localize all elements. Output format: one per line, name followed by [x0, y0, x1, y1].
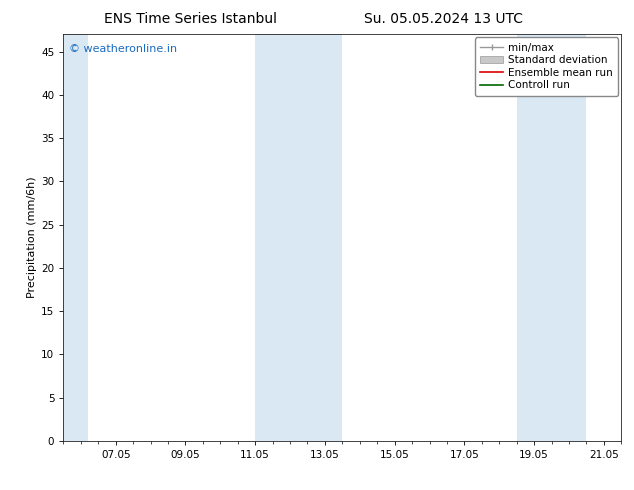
Text: © weatheronline.in: © weatheronline.in [69, 45, 177, 54]
Bar [63, 34, 87, 441]
Text: Su. 05.05.2024 13 UTC: Su. 05.05.2024 13 UTC [365, 12, 523, 26]
Bar [517, 34, 586, 441]
Text: ENS Time Series Istanbul: ENS Time Series Istanbul [104, 12, 276, 26]
Legend: min/max, Standard deviation, Ensemble mean run, Controll run: min/max, Standard deviation, Ensemble me… [475, 37, 618, 96]
Bar [255, 34, 342, 441]
Y-axis label: Precipitation (mm/6h): Precipitation (mm/6h) [27, 177, 37, 298]
